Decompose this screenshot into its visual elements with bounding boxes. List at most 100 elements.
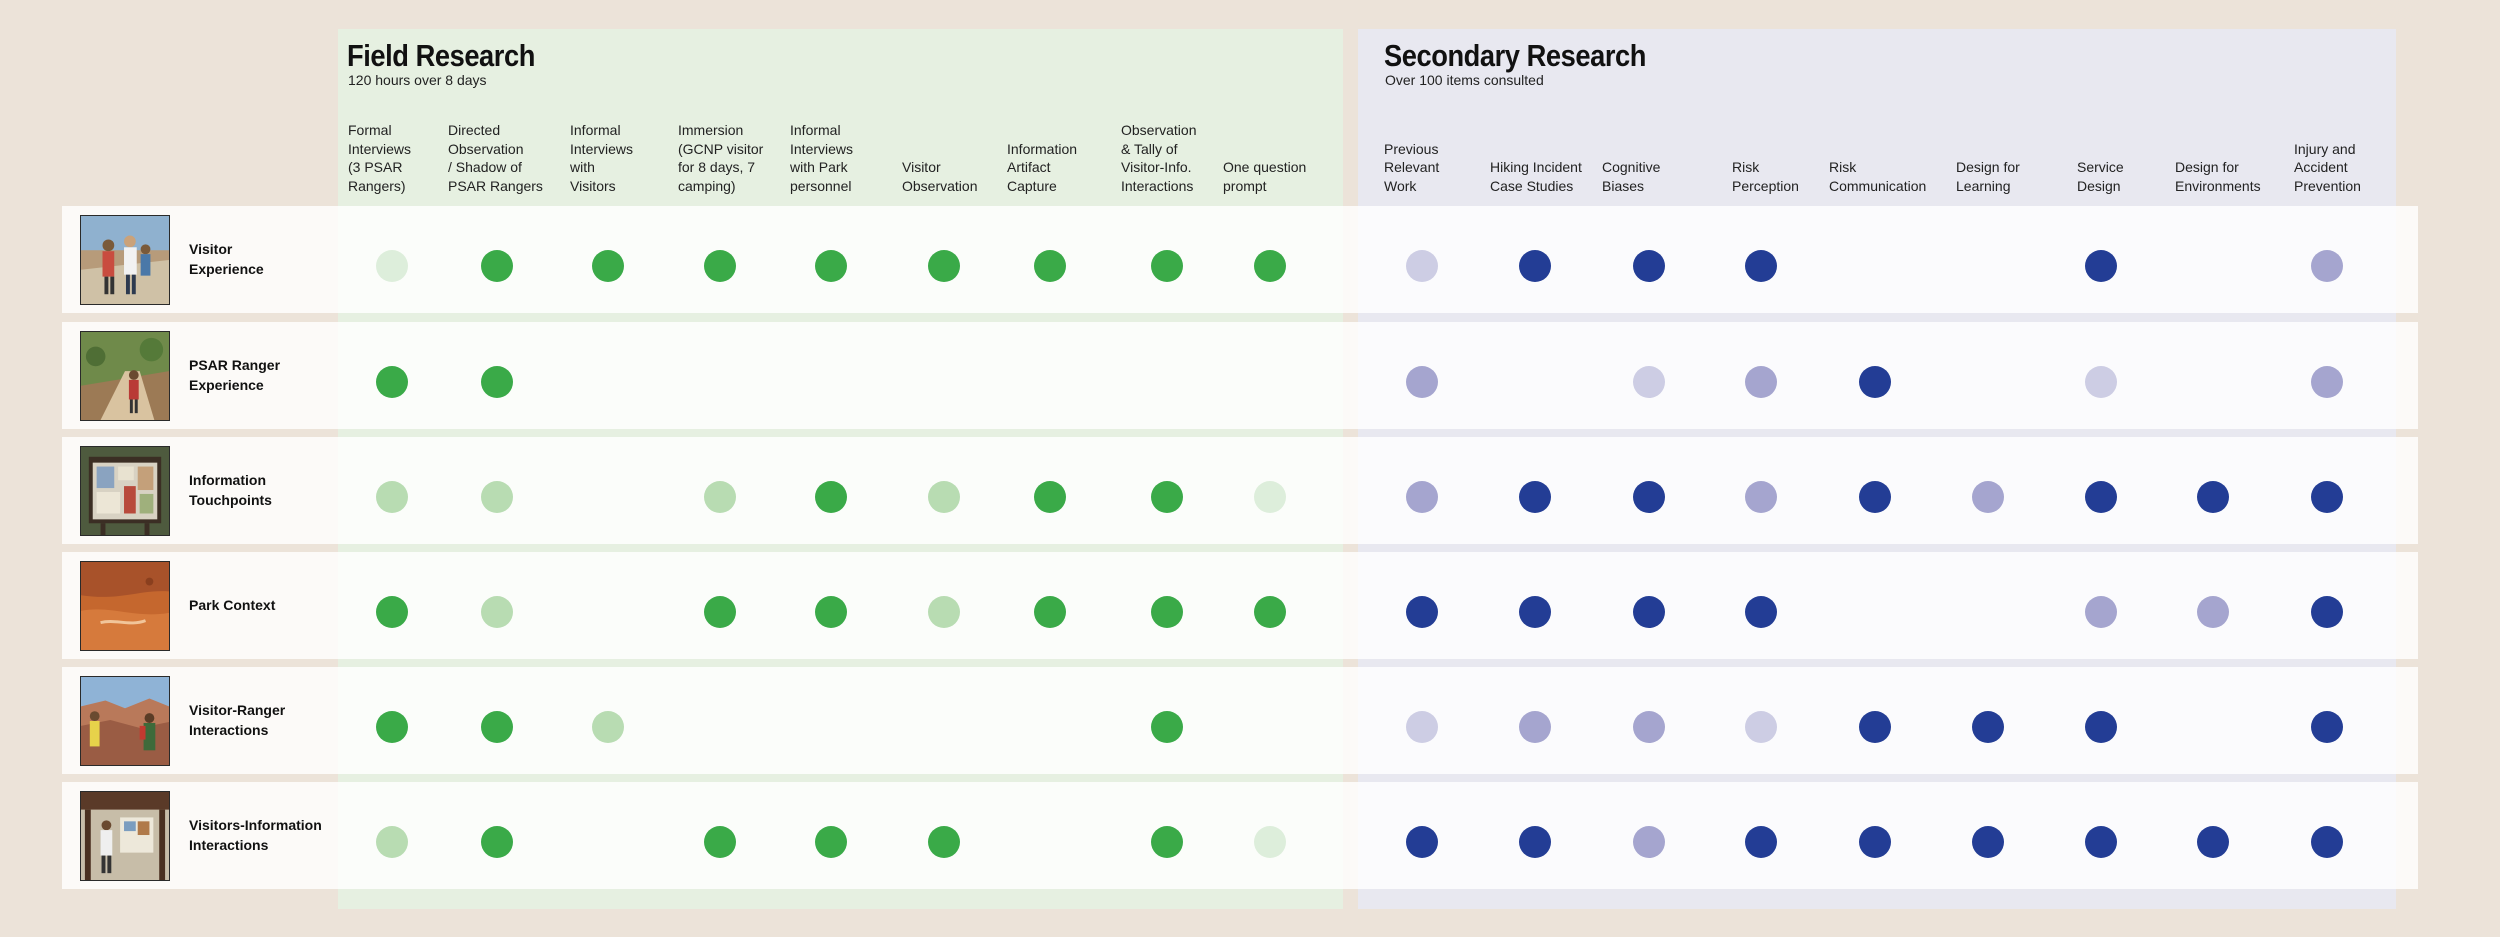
field-coverage-dot <box>815 595 847 628</box>
secondary-coverage-dot <box>2311 710 2343 743</box>
secondary-coverage-dot <box>1519 249 1551 282</box>
secondary-column-header: Injury and Accident Prevention <box>2294 140 2361 194</box>
ranger-trail-photo <box>80 331 170 421</box>
field-coverage-dot <box>928 595 960 628</box>
field-coverage-dot <box>928 249 960 282</box>
secondary-coverage-dot <box>1745 365 1777 398</box>
secondary-coverage-dot <box>2311 249 2343 282</box>
secondary-coverage-dot <box>1633 480 1665 513</box>
field-coverage-dot <box>481 825 513 858</box>
secondary-coverage-dot <box>1972 825 2004 858</box>
field-coverage-dot <box>1034 595 1066 628</box>
matrix-row <box>62 322 2418 429</box>
secondary-coverage-dot <box>1745 480 1777 513</box>
secondary-coverage-dot <box>2197 595 2229 628</box>
secondary-coverage-dot <box>1406 595 1438 628</box>
secondary-coverage-dot <box>2197 480 2229 513</box>
secondary-coverage-dot <box>2197 825 2229 858</box>
matrix-row <box>62 206 2418 313</box>
field-coverage-dot <box>481 249 513 282</box>
secondary-coverage-dot <box>1633 365 1665 398</box>
secondary-coverage-dot <box>2085 825 2117 858</box>
secondary-coverage-dot <box>1406 825 1438 858</box>
field-research-title: Field Research <box>347 38 535 73</box>
secondary-coverage-dot <box>1745 825 1777 858</box>
secondary-coverage-dot <box>1633 595 1665 628</box>
secondary-column-header: Hiking Incident Case Studies <box>1490 159 1582 194</box>
secondary-column-header: Cognitive Biases <box>1602 159 1661 194</box>
secondary-coverage-dot <box>2085 710 2117 743</box>
secondary-column-header: Service Design <box>2077 159 2124 194</box>
field-coverage-dot <box>481 710 513 743</box>
field-column-header: Observation & Tally of Visitor-Info. Int… <box>1121 122 1197 194</box>
field-research-subtitle: 120 hours over 8 days <box>348 72 487 88</box>
secondary-column-header: Design for Environments <box>2175 159 2261 194</box>
field-coverage-dot <box>815 480 847 513</box>
secondary-coverage-dot <box>2085 365 2117 398</box>
field-column-header: Visitor Observation <box>902 159 978 194</box>
field-coverage-dot <box>1151 480 1183 513</box>
field-coverage-dot <box>376 365 408 398</box>
field-coverage-dot <box>376 595 408 628</box>
field-coverage-dot <box>376 710 408 743</box>
field-coverage-dot <box>1254 825 1286 858</box>
info-board-photo <box>80 446 170 536</box>
secondary-coverage-dot <box>2311 480 2343 513</box>
secondary-column-header: Risk Perception <box>1732 159 1799 194</box>
row-label: Visitor-Ranger Interactions <box>189 701 286 738</box>
field-coverage-dot <box>1151 249 1183 282</box>
secondary-coverage-dot <box>1633 825 1665 858</box>
hikers-photo <box>80 215 170 305</box>
field-coverage-dot <box>815 825 847 858</box>
secondary-coverage-dot <box>1519 480 1551 513</box>
field-coverage-dot <box>592 249 624 282</box>
field-coverage-dot <box>481 480 513 513</box>
field-coverage-dot <box>928 825 960 858</box>
secondary-coverage-dot <box>1859 710 1891 743</box>
field-coverage-dot <box>1254 249 1286 282</box>
field-column-header: One question prompt <box>1223 159 1307 194</box>
field-column-header: Informal Interviews with Park personnel <box>790 122 854 194</box>
secondary-coverage-dot <box>1859 825 1891 858</box>
secondary-coverage-dot <box>1519 825 1551 858</box>
field-coverage-dot <box>1151 710 1183 743</box>
secondary-column-header: Previous Relevant Work <box>1384 140 1440 194</box>
secondary-coverage-dot <box>1406 365 1438 398</box>
secondary-coverage-dot <box>1406 710 1438 743</box>
field-coverage-dot <box>376 249 408 282</box>
secondary-coverage-dot <box>2311 365 2343 398</box>
field-coverage-dot <box>1151 825 1183 858</box>
field-coverage-dot <box>481 595 513 628</box>
secondary-coverage-dot <box>1519 595 1551 628</box>
field-coverage-dot <box>1254 595 1286 628</box>
secondary-coverage-dot <box>1859 365 1891 398</box>
field-column-header: Informal Interviews with Visitors <box>570 122 634 194</box>
secondary-coverage-dot <box>1633 710 1665 743</box>
field-coverage-dot <box>1034 249 1066 282</box>
secondary-coverage-dot <box>2085 249 2117 282</box>
secondary-coverage-dot <box>2311 825 2343 858</box>
row-label: Park Context <box>189 596 276 613</box>
field-column-header: Immersion (GCNP visitor for 8 days, 7 ca… <box>678 122 764 194</box>
field-coverage-dot <box>704 595 736 628</box>
field-coverage-dot <box>376 825 408 858</box>
field-column-header: Information Artifact Capture <box>1007 140 1078 194</box>
field-column-header: Directed Observation / Shadow of PSAR Ra… <box>448 122 543 194</box>
secondary-coverage-dot <box>1745 710 1777 743</box>
matrix-row <box>62 782 2418 889</box>
field-coverage-dot <box>1254 480 1286 513</box>
field-coverage-dot <box>1151 595 1183 628</box>
field-coverage-dot <box>704 825 736 858</box>
secondary-coverage-dot <box>2085 480 2117 513</box>
matrix-row <box>62 667 2418 774</box>
secondary-column-header: Risk Communication <box>1829 159 1927 194</box>
field-coverage-dot <box>815 249 847 282</box>
canyon-people-photo <box>80 676 170 766</box>
visitors-kiosk-photo <box>80 791 170 881</box>
secondary-coverage-dot <box>2085 595 2117 628</box>
row-label: Information Touchpoints <box>189 471 272 508</box>
row-label: Visitor Experience <box>189 240 264 277</box>
secondary-coverage-dot <box>1972 480 2004 513</box>
secondary-coverage-dot <box>1519 710 1551 743</box>
secondary-coverage-dot <box>1745 249 1777 282</box>
